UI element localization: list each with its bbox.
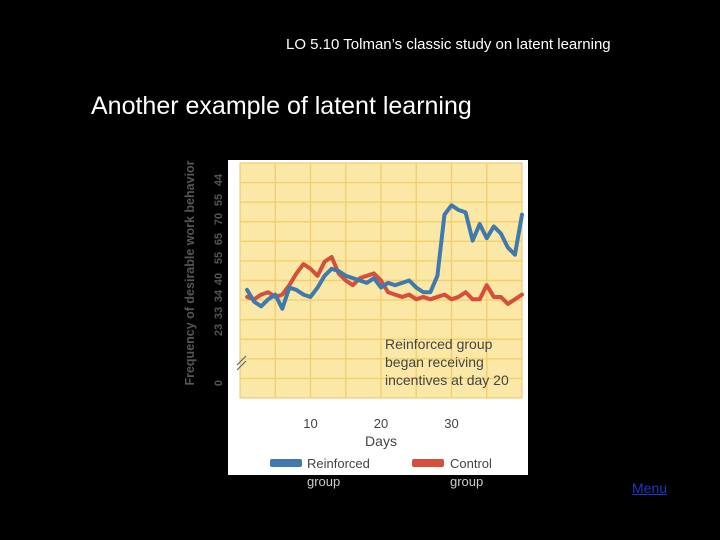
axis-break-mark [236,360,247,371]
y-tick-label: 34 [213,289,225,302]
y-tick-label: 70 [213,213,225,225]
x-tick-label: 20 [374,416,388,431]
y-axis-label: Frequency of desirable work behavior [183,160,197,385]
y-tick-label: 44 [213,173,225,186]
reinforced-line [245,203,524,311]
legend-label-reinforced-line2: group [307,474,340,489]
legend-label-control-line2: group [450,474,483,489]
legend-label-reinforced-line1: Reinforced [307,456,370,471]
y-tick-label: 55 [213,194,225,206]
y-tick-label: 23 [213,324,225,336]
legend-swatch-reinforced [270,459,302,467]
legend-label-control-line1: Control [450,456,492,471]
chart-annotation-line: Reinforced group [385,336,493,352]
chart-annotation-line: incentives at day 20 [385,372,509,388]
latent-learning-chart: 0 23 33 34 40 55 65 70 55 44 Frequency of desirabl… [180,145,530,495]
y-tick-label: 33 [213,307,225,319]
y-tick-label: 40 [213,273,225,285]
slide-header: LO 5.10 Tolman’s classic study on latent… [286,36,611,53]
slide-title: Another example of latent learning [91,92,472,120]
y-tick-label: 0 [213,380,225,386]
x-axis-label: Days [365,433,397,449]
chart-svg: 0 23 33 34 40 55 65 70 55 44 Frequency of desirabl… [183,160,528,489]
y-tick-label: 65 [213,233,225,245]
chart-annotation-line: began receiving [385,354,484,370]
y-tick-label: 55 [213,252,225,264]
menu-link[interactable]: Menu [632,480,668,496]
legend-swatch-control [412,459,444,467]
x-tick-label: 30 [444,416,458,431]
axis-break-mark [236,355,247,366]
x-tick-label: 10 [303,416,317,431]
